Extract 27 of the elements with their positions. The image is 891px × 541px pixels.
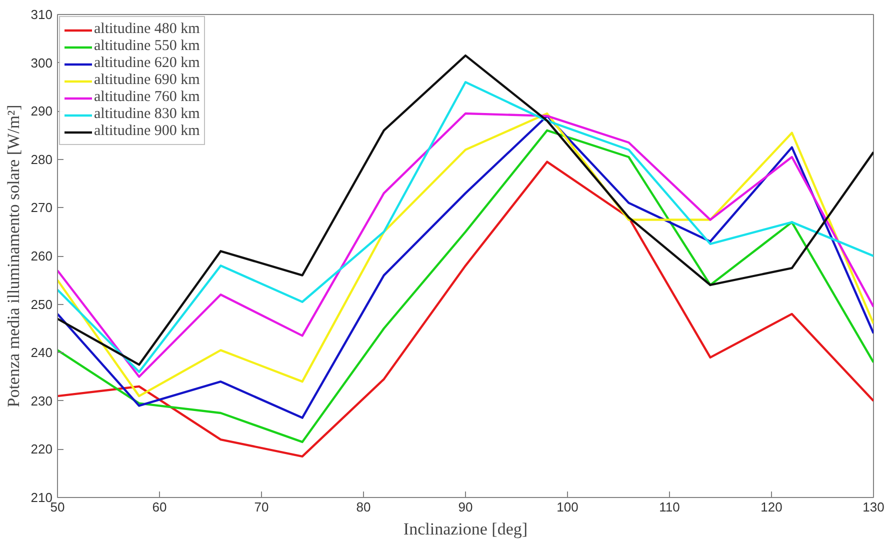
legend-label: altitudine 620 km (94, 55, 200, 72)
legend-label: altitudine 830 km (94, 106, 200, 123)
x-tick-label: 120 (760, 500, 782, 514)
y-axis-title: Potenza media illuminamento solare [W/m²] (4, 104, 23, 408)
x-tick-label: 130 (862, 500, 884, 514)
x-tick-label: 70 (254, 500, 269, 514)
legend-label: altitudine 900 km (94, 123, 200, 140)
y-tick-label: 250 (30, 296, 53, 312)
y-tick-label: 230 (30, 393, 53, 408)
x-tick-label: 100 (556, 500, 578, 514)
x-axis-title: Inclinazione [deg] (403, 520, 528, 538)
x-tick-label: 80 (356, 500, 371, 514)
x-tick-label: 90 (458, 500, 473, 514)
y-tick-label: 300 (30, 55, 53, 70)
y-tick-label: 240 (30, 345, 53, 360)
y-tick-label: 220 (30, 442, 53, 457)
y-tick-label: 270 (30, 200, 53, 216)
legend-label: altitudine 760 km (94, 89, 200, 106)
x-tick-label: 60 (152, 500, 167, 514)
x-tick-label: 110 (659, 500, 680, 514)
legend-label: altitudine 550 km (94, 38, 200, 55)
y-tick-label: 280 (30, 152, 53, 167)
y-tick-label: 310 (30, 7, 53, 22)
y-tick-label: 290 (30, 104, 53, 119)
legend-label: altitudine 480 km (94, 21, 200, 38)
legend-label: altitudine 690 km (94, 72, 200, 89)
y-tick-label: 260 (30, 248, 53, 264)
